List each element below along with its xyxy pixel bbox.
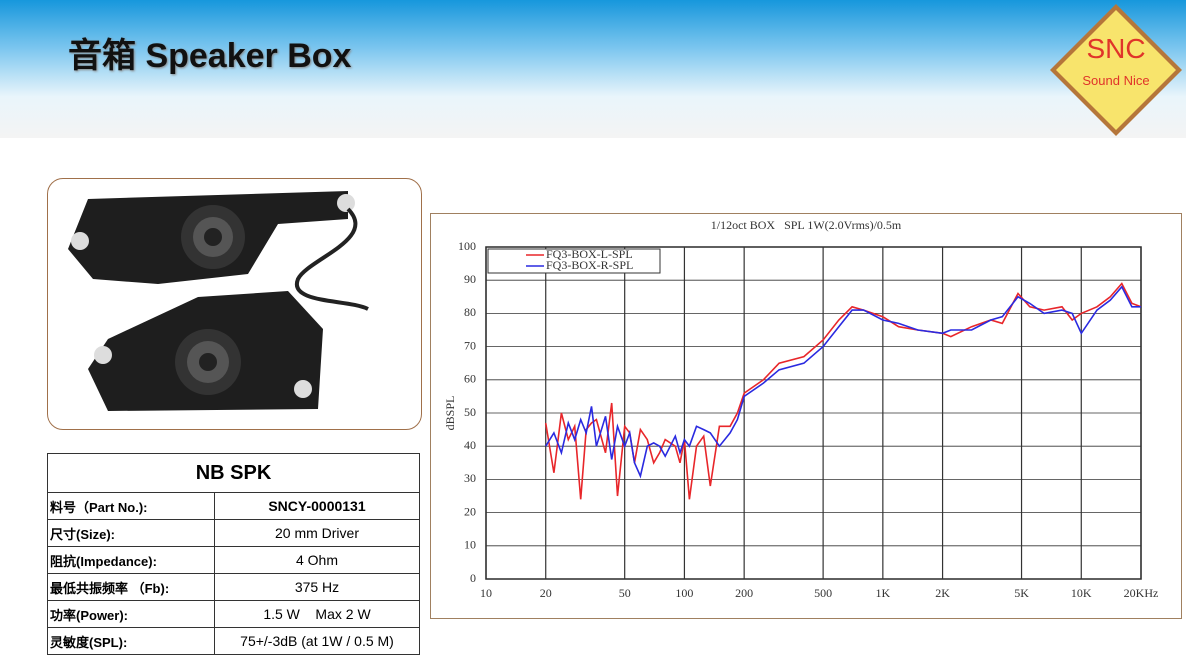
legend-box bbox=[487, 248, 661, 274]
x-tick-label: 500 bbox=[814, 586, 832, 600]
y-tick-label: 50 bbox=[464, 405, 476, 419]
x-tick-label: 50 bbox=[619, 586, 631, 600]
x-tick-label: 10 bbox=[480, 586, 492, 600]
x-tick-label: 2K bbox=[935, 586, 950, 600]
y-tick-label: 60 bbox=[464, 372, 476, 386]
spec-key: 料号（Part No.): bbox=[47, 492, 215, 520]
logo-subtitle: Sound Nice bbox=[1082, 73, 1149, 88]
y-tick-label: 40 bbox=[464, 438, 476, 452]
x-tick-label: 1K bbox=[876, 586, 891, 600]
spec-value: 20 mm Driver bbox=[214, 519, 420, 547]
y-tick-label: 70 bbox=[464, 338, 476, 352]
y-tick-label: 90 bbox=[464, 272, 476, 286]
logo-diamond bbox=[1056, 10, 1176, 130]
spec-key: 灵敏度(SPL): bbox=[47, 627, 215, 655]
chart-title: 1/12oct BOX SPL 1W(2.0Vrms)/0.5m bbox=[711, 218, 902, 232]
y-axis-label: dBSPL bbox=[443, 396, 457, 431]
spec-value: 75+/-3dB (at 1W / 0.5 M) bbox=[214, 627, 420, 655]
speaker-illustration bbox=[68, 191, 369, 411]
product-photo bbox=[47, 178, 422, 430]
y-tick-label: 0 bbox=[470, 571, 476, 585]
chart-panel: 1/12oct BOX SPL 1W(2.0Vrms)/0.5m dBSPL 0… bbox=[430, 213, 1182, 619]
legend-label: FQ3-BOX-L-SPL bbox=[546, 247, 633, 261]
x-tick-label: 20KHz bbox=[1124, 586, 1159, 600]
x-tick-label: 100 bbox=[675, 586, 693, 600]
spec-value: 4 Ohm bbox=[214, 546, 420, 574]
y-tick-label: 10 bbox=[464, 538, 476, 552]
y-tick-label: 20 bbox=[464, 504, 476, 518]
x-tick-label: 5K bbox=[1014, 586, 1029, 600]
series-line bbox=[545, 285, 1141, 479]
spec-key: 最低共振频率 （Fb): bbox=[47, 573, 215, 601]
spec-value: SNCY-0000131 bbox=[214, 492, 420, 520]
table-title: NB SPK bbox=[47, 453, 420, 493]
spec-value: 1.5 W Max 2 W bbox=[214, 600, 420, 628]
y-tick-label: 100 bbox=[458, 239, 476, 253]
y-tick-label: 80 bbox=[464, 305, 476, 319]
spec-key: 尺寸(Size): bbox=[47, 519, 215, 547]
chart: 1/12oct BOX SPL 1W(2.0Vrms)/0.5m dBSPL 0… bbox=[443, 218, 1159, 600]
spec-value: 375 Hz bbox=[214, 573, 420, 601]
legend-label: FQ3-BOX-R-SPL bbox=[546, 258, 633, 272]
header: 音箱 Speaker Box bbox=[0, 0, 1186, 138]
spec-key: 阻抗(Impedance): bbox=[47, 546, 215, 574]
x-tick-label: 200 bbox=[735, 586, 753, 600]
x-tick-label: 10K bbox=[1071, 586, 1092, 600]
logo: SNC Sound Nice bbox=[1050, 4, 1182, 136]
page-title: 音箱 Speaker Box bbox=[68, 37, 352, 75]
x-tick-label: 20 bbox=[540, 586, 552, 600]
spec-table: NB SPK 料号（Part No.): SNCY-0000131 尺寸(Size… bbox=[47, 453, 420, 655]
y-tick-label: 30 bbox=[464, 471, 476, 485]
logo-text: SNC bbox=[1086, 33, 1145, 64]
spec-key: 功率(Power): bbox=[47, 600, 215, 628]
